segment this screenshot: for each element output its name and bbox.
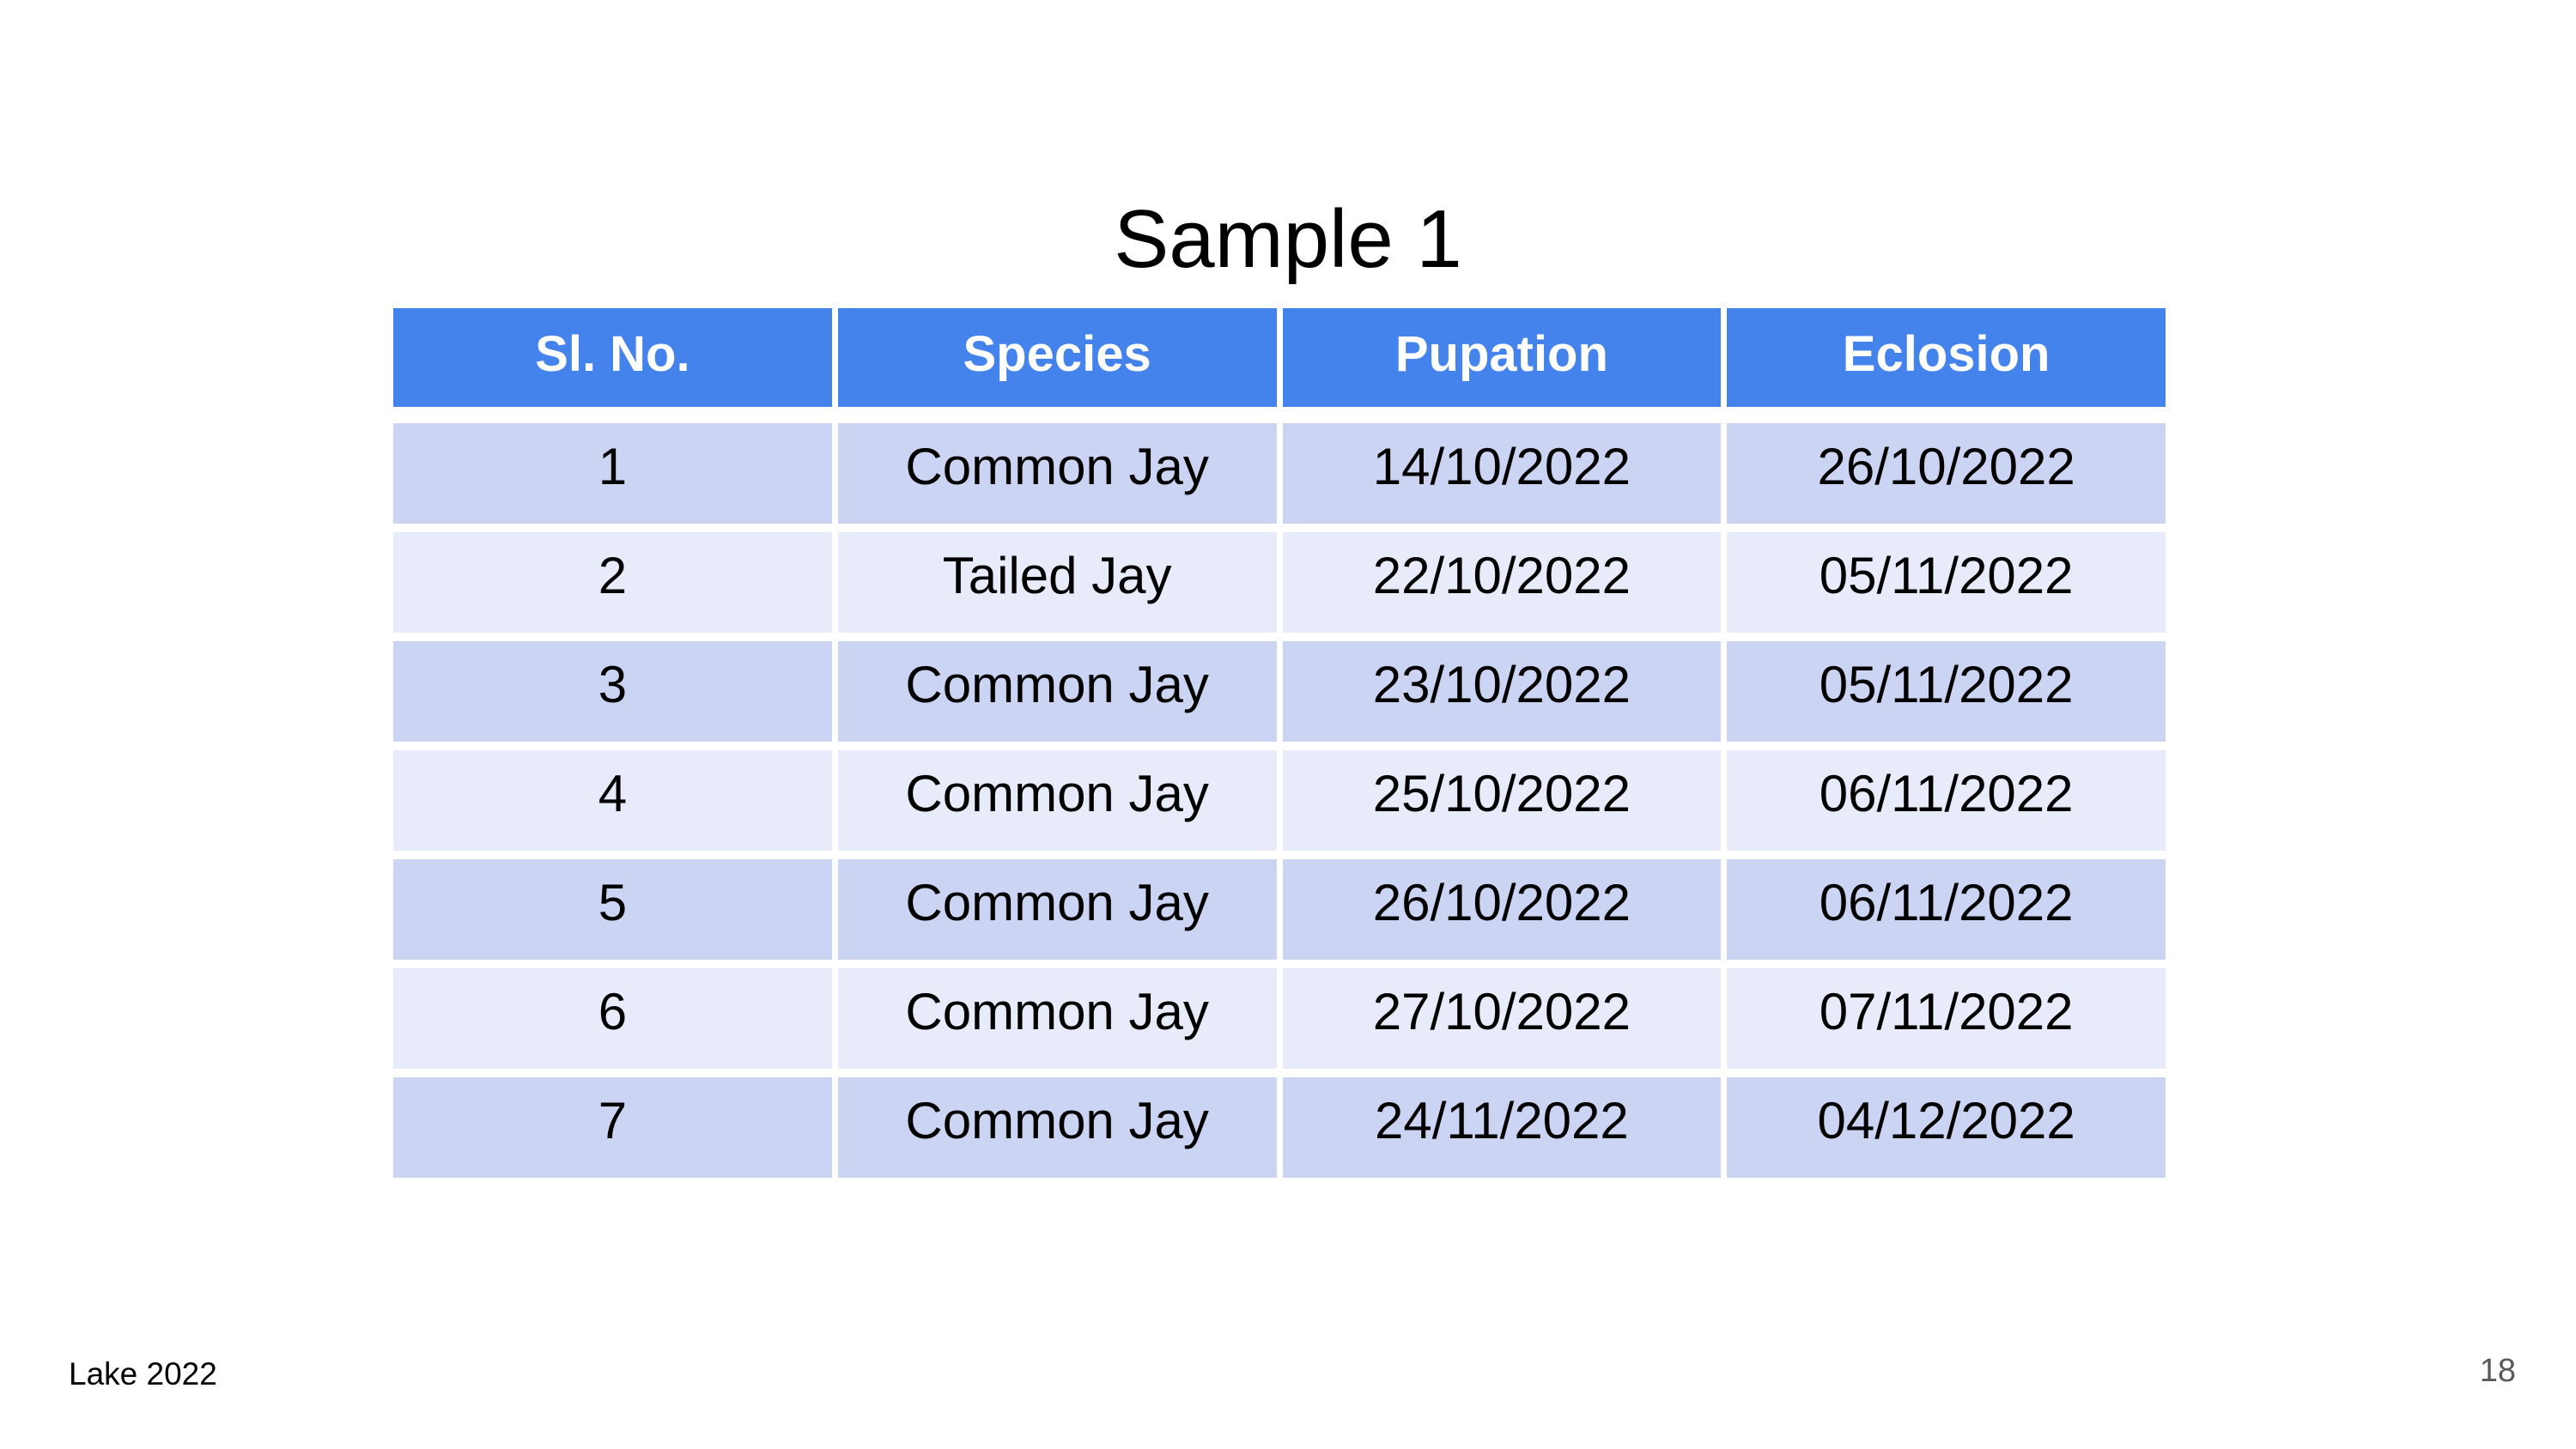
table-cell: 04/12/2022 bbox=[1727, 1077, 2166, 1178]
page-number: 18 bbox=[2479, 1353, 2516, 1389]
table-cell: 2 bbox=[393, 532, 832, 633]
table-cell: Common Jay bbox=[837, 641, 1277, 742]
table-cell: 1 bbox=[393, 423, 832, 524]
table-cell: 6 bbox=[393, 968, 832, 1069]
column-header-species: Species bbox=[837, 308, 1277, 407]
table-cell: 3 bbox=[393, 641, 832, 742]
column-header-pupation: Pupation bbox=[1282, 308, 1722, 407]
table-cell: 22/10/2022 bbox=[1282, 532, 1722, 633]
table-body: 1 Common Jay 14/10/2022 26/10/2022 2 Tai… bbox=[393, 423, 2166, 1178]
table-cell: 06/11/2022 bbox=[1727, 750, 2166, 851]
table-cell: 06/11/2022 bbox=[1727, 859, 2166, 960]
table-cell: 05/11/2022 bbox=[1727, 641, 2166, 742]
table-cell: Tailed Jay bbox=[837, 532, 1277, 633]
table-cell: 4 bbox=[393, 750, 832, 851]
table-cell: 27/10/2022 bbox=[1282, 968, 1722, 1069]
slide-title: Sample 1 bbox=[1114, 193, 1462, 286]
table-cell: 26/10/2022 bbox=[1282, 859, 1722, 960]
table-cell: Common Jay bbox=[837, 750, 1277, 851]
slide-footer-text: Lake 2022 bbox=[69, 1356, 217, 1391]
table-cell: 14/10/2022 bbox=[1282, 423, 1722, 524]
table-cell: 25/10/2022 bbox=[1282, 750, 1722, 851]
table-cell: 26/10/2022 bbox=[1727, 423, 2166, 524]
table-cell: Common Jay bbox=[837, 859, 1277, 960]
table-cell: 05/11/2022 bbox=[1727, 532, 2166, 633]
table-cell: 23/10/2022 bbox=[1282, 641, 1722, 742]
table-cell: 7 bbox=[393, 1077, 832, 1178]
table-cell: Common Jay bbox=[837, 1077, 1277, 1178]
table-header-row: Sl. No. Species Pupation Eclosion bbox=[393, 308, 2166, 407]
table-cell: 5 bbox=[393, 859, 832, 960]
column-header-eclosion: Eclosion bbox=[1727, 308, 2166, 407]
column-header-sl-no: Sl. No. bbox=[393, 308, 832, 407]
sample-table: Sl. No. Species Pupation Eclosion 1 Comm… bbox=[393, 308, 2166, 1178]
table-cell: Common Jay bbox=[837, 968, 1277, 1069]
table-cell: Common Jay bbox=[837, 423, 1277, 524]
table-cell: 24/11/2022 bbox=[1282, 1077, 1722, 1178]
table-cell: 07/11/2022 bbox=[1727, 968, 2166, 1069]
